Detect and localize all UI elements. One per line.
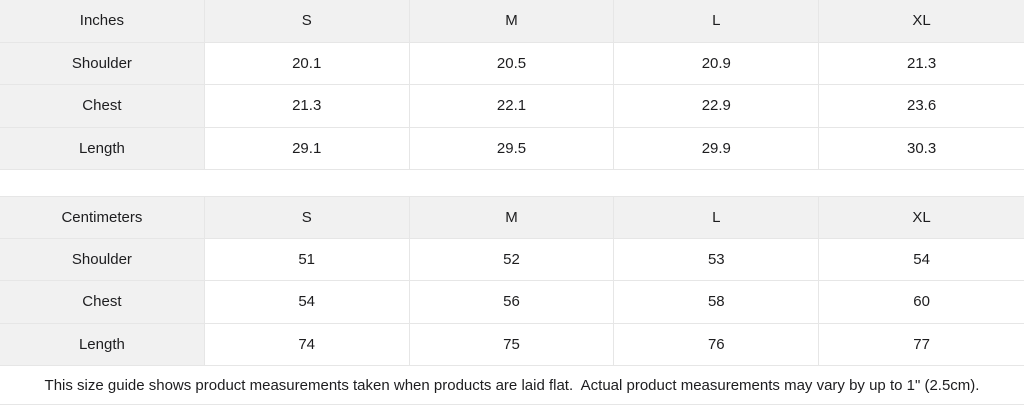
- measurement-value: 51: [204, 238, 410, 281]
- size-column-header-l: L: [614, 0, 820, 43]
- measurement-value: 20.5: [409, 42, 615, 85]
- measurement-value: 58: [614, 281, 820, 324]
- measurement-value: 29.9: [614, 127, 820, 170]
- unit-header-centimeters: Centimeters: [0, 196, 205, 239]
- measurement-label-shoulder: Shoulder: [0, 42, 205, 85]
- unit-header-inches: Inches: [0, 0, 205, 43]
- measurement-value: 77: [819, 323, 1024, 366]
- size-column-header-xl: XL: [819, 0, 1024, 43]
- measurement-value: 21.3: [204, 85, 410, 128]
- size-column-header-m: M: [409, 196, 615, 239]
- size-column-header-s: S: [204, 196, 410, 239]
- measurement-value: 22.1: [409, 85, 615, 128]
- size-table-inches: Inches S M L XL Shoulder 20.1 20.5 20.9 …: [0, 0, 1024, 170]
- measurement-value: 21.3: [819, 42, 1024, 85]
- measurement-value: 54: [819, 238, 1024, 281]
- measurement-label-length: Length: [0, 127, 205, 170]
- measurement-value: 74: [204, 323, 410, 366]
- measurement-value: 76: [614, 323, 820, 366]
- table-divider-gap: [0, 170, 1024, 196]
- measurement-value: 20.9: [614, 42, 820, 85]
- measurement-label-length: Length: [0, 323, 205, 366]
- size-column-header-s: S: [204, 0, 410, 43]
- size-table-centimeters: Centimeters S M L XL Shoulder 51 52 53 5…: [0, 196, 1024, 366]
- measurement-value: 30.3: [819, 127, 1024, 170]
- measurement-value: 53: [614, 238, 820, 281]
- measurement-value: 56: [409, 281, 615, 324]
- measurement-label-chest: Chest: [0, 85, 205, 128]
- size-column-header-xl: XL: [819, 196, 1024, 239]
- size-column-header-l: L: [614, 196, 820, 239]
- measurement-label-shoulder: Shoulder: [0, 238, 205, 281]
- measurement-value: 23.6: [819, 85, 1024, 128]
- measurement-value: 29.1: [204, 127, 410, 170]
- size-guide-note: This size guide shows product measuremen…: [0, 366, 1024, 405]
- measurement-value: 20.1: [204, 42, 410, 85]
- measurement-value: 22.9: [614, 85, 820, 128]
- measurement-value: 54: [204, 281, 410, 324]
- measurement-value: 60: [819, 281, 1024, 324]
- measurement-value: 75: [409, 323, 615, 366]
- measurement-value: 29.5: [409, 127, 615, 170]
- size-column-header-m: M: [409, 0, 615, 43]
- measurement-label-chest: Chest: [0, 281, 205, 324]
- measurement-value: 52: [409, 238, 615, 281]
